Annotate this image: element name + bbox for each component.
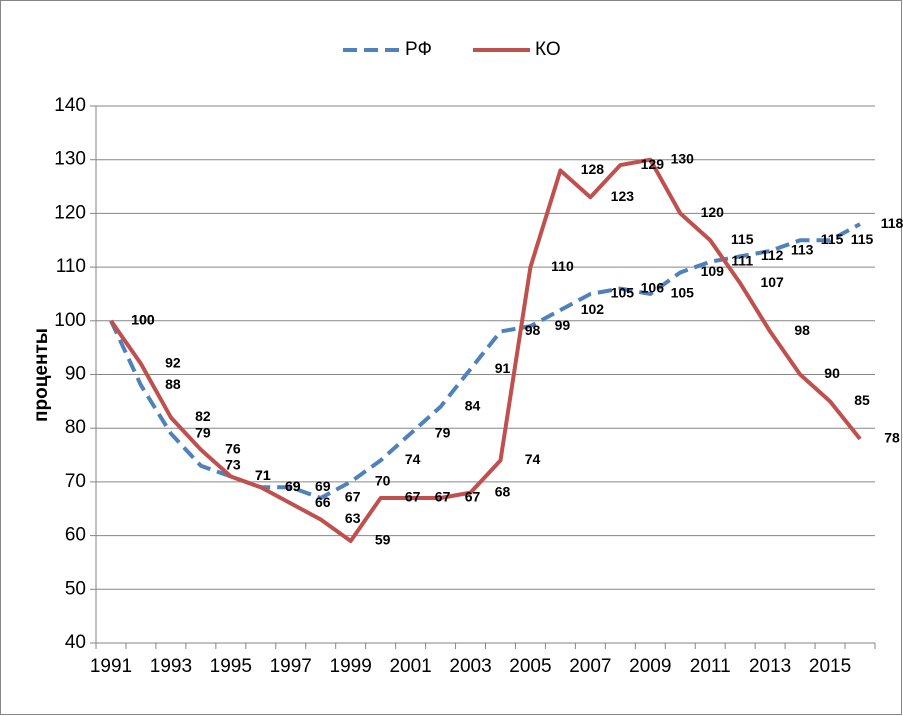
data-label: 69 [285, 478, 301, 494]
data-label: 71 [255, 467, 271, 483]
data-label: 63 [345, 510, 361, 526]
data-label: 67 [435, 489, 451, 505]
data-label: 102 [581, 301, 605, 317]
data-label: 105 [611, 285, 635, 301]
data-label: 71 [255, 467, 271, 483]
data-label: 107 [760, 274, 784, 290]
y-tick-label: 100 [54, 310, 86, 331]
x-tick-label: 2015 [809, 656, 851, 677]
data-label: 128 [581, 161, 605, 177]
data-label: 92 [165, 354, 181, 370]
data-label: 113 [791, 242, 814, 258]
data-label: 70 [375, 473, 391, 489]
legend-label: КО [535, 39, 561, 60]
data-label: 74 [405, 451, 421, 467]
data-label: 98 [794, 322, 810, 338]
y-tick-label: 80 [65, 417, 86, 438]
series-line [109, 222, 861, 501]
y-tick-label: 90 [65, 364, 86, 385]
data-label: 79 [435, 424, 451, 440]
y-tick-label: 70 [65, 471, 86, 492]
x-tick-label: 2011 [690, 656, 731, 677]
x-tick-label: 2001 [389, 656, 431, 677]
y-tick-label: 50 [65, 578, 86, 599]
data-label: 84 [465, 397, 481, 413]
data-label: 85 [854, 392, 870, 408]
data-label: 68 [495, 483, 511, 499]
y-tick-label: 140 [54, 95, 86, 116]
data-label: 99 [555, 317, 571, 333]
y-tick-label: 130 [54, 149, 86, 170]
data-label: 105 [671, 285, 695, 301]
data-label: 118 [881, 215, 903, 231]
data-label: 100 [131, 312, 155, 328]
data-label: 100 [131, 312, 155, 328]
x-tick-label: 2013 [749, 656, 791, 677]
x-tick-label: 1995 [210, 656, 252, 677]
data-label: 91 [495, 360, 511, 376]
data-label: 73 [225, 456, 241, 472]
x-tick-label: 2005 [509, 656, 551, 677]
y-tick-label: 120 [54, 202, 86, 223]
data-label: 130 [671, 150, 695, 166]
x-tick-label: 1999 [330, 656, 372, 677]
data-label: 76 [225, 440, 241, 456]
y-tick-label: 60 [65, 525, 86, 546]
data-label: 111 [731, 252, 753, 268]
data-label: 109 [701, 263, 725, 279]
data-label: 115 [731, 231, 754, 247]
data-label: 66 [315, 494, 331, 510]
data-label: 82 [195, 408, 211, 424]
x-tick-label: 1991 [90, 656, 132, 677]
data-label: 69 [315, 478, 331, 494]
data-label: 123 [611, 188, 635, 204]
data-label: 98 [525, 322, 541, 338]
y-tick-label: 40 [65, 632, 86, 653]
data-label: 78 [884, 430, 900, 446]
data-label: 67 [405, 489, 421, 505]
data-label: 106 [641, 279, 665, 295]
x-tick-label: 2007 [569, 656, 611, 677]
x-tick-label: 1993 [150, 656, 192, 677]
data-label: 90 [824, 365, 840, 381]
data-label: 79 [195, 424, 211, 440]
data-label: 115 [821, 231, 844, 247]
series-line [109, 157, 862, 543]
y-tick-label: 110 [56, 256, 86, 277]
data-label: 67 [465, 489, 481, 505]
data-label: 120 [701, 204, 725, 220]
data-label: 59 [375, 532, 391, 548]
data-label: 69 [285, 478, 301, 494]
data-label: 74 [525, 451, 541, 467]
y-axis-title: проценты [31, 328, 52, 422]
legend-label: РФ [405, 39, 432, 60]
x-tick-label: 1997 [270, 656, 312, 677]
data-label: 129 [641, 156, 665, 172]
x-tick-label: 2009 [629, 656, 671, 677]
x-tick-label: 2003 [449, 656, 491, 677]
data-label: 88 [165, 376, 181, 392]
data-label: 110 [551, 258, 574, 274]
data-label: 112 [761, 247, 784, 263]
data-label: 67 [345, 489, 361, 505]
data-label: 115 [851, 231, 874, 247]
